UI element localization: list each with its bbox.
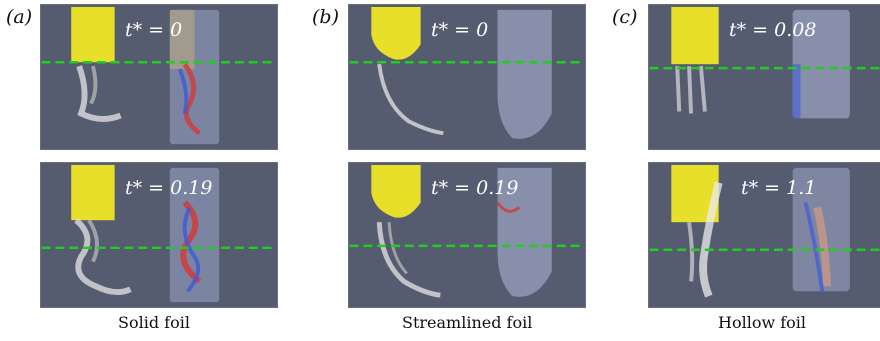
foil-icon: [371, 164, 421, 218]
simulation-panel-c-bottom: t* = 1.1: [648, 162, 880, 308]
hollow-foil-render-bottom: [649, 164, 880, 298]
panel-label-b: (b): [312, 6, 339, 28]
figure-column-b: (b) t* = 0 t* = 0.19 Streamlined foil: [308, 0, 588, 341]
panel-caption-b: Streamlined foil: [402, 313, 533, 332]
time-label: t* = 0: [125, 19, 183, 41]
time-label: t* = 0.19: [125, 177, 213, 199]
simulation-panel-b-bottom: t* = 0.19: [348, 162, 586, 308]
panel-label-a: (a): [6, 6, 33, 28]
time-label: t* = 1.1: [741, 177, 817, 199]
solid-foil-render-top: [41, 6, 277, 145]
time-label: t* = 0.08: [729, 19, 817, 41]
time-label: t* = 0: [431, 19, 489, 41]
solid-foil-render-bottom: [41, 164, 277, 303]
simulation-panel-c-top: t* = 0.08: [648, 4, 880, 150]
foil-icon: [71, 6, 115, 63]
simulation-panel-a-top: t* = 0: [40, 4, 278, 150]
foil-icon: [671, 6, 719, 65]
foil-icon: [71, 164, 115, 221]
foil-icon: [371, 6, 421, 60]
simulation-panel-b-top: t* = 0: [348, 4, 586, 150]
panel-caption-a: Solid foil: [118, 313, 190, 332]
panel-caption-c: Hollow foil: [718, 313, 807, 332]
simulation-panel-a-bottom: t* = 0.19: [40, 162, 278, 308]
streamlined-foil-render-top: [349, 6, 585, 139]
figure-column-c: (c) t* = 0.08 t* = 1.1 Hollow foil: [608, 0, 880, 341]
panel-label-c: (c): [612, 6, 638, 28]
figure-column-a: (a) t* = 0 t* = 0.19 Solid foil: [0, 0, 280, 341]
streamlined-foil-render-bottom: [349, 164, 585, 298]
hollow-foil-render-top: [649, 6, 880, 119]
time-label: t* = 0.19: [431, 177, 519, 199]
